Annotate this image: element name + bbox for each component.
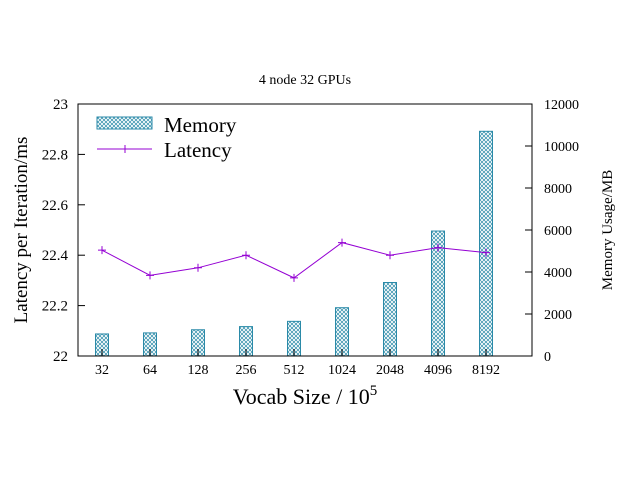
left-tick-label: 23 [53, 97, 68, 113]
latency-line-layer [98, 238, 490, 282]
plot-frame [77, 103, 533, 357]
x-tick-label: 2048 [376, 363, 404, 378]
memory-bar [479, 130, 493, 357]
left-tick-label: 22.4 [42, 248, 69, 264]
latency-line [101, 242, 487, 279]
latency-point [386, 251, 394, 260]
right-tick-label: 12000 [544, 98, 579, 113]
latency-point [146, 271, 154, 280]
x-tick-label: 8192 [472, 363, 500, 378]
y-axis-left-label: Latency per Iteration/ms [11, 137, 32, 324]
x-axis-label: Vocab Size / 105 [233, 383, 378, 409]
x-axis-label-base: Vocab Size / 10 [233, 384, 370, 409]
latency-point [338, 238, 346, 247]
y-axis-right-label: Memory Usage/MB [600, 170, 616, 290]
memory-bar [335, 307, 349, 357]
right-tick-label: 10000 [544, 140, 579, 155]
latency-point [194, 263, 202, 272]
right-tick-label: 6000 [544, 224, 572, 239]
x-tick-label: 512 [284, 363, 305, 378]
x-axis: 32 64 128 256 512 1024 2048 4096 8192 [95, 349, 500, 378]
x-tick-label: 128 [188, 363, 209, 378]
left-tick-label: 22 [53, 349, 68, 365]
right-axis: 0 2000 4000 6000 8000 10000 12000 [525, 98, 579, 365]
latency-point [434, 243, 442, 252]
memory-bars [95, 130, 493, 357]
latency-point [290, 273, 298, 282]
chart-title: 4 node 32 GPUs [259, 73, 351, 88]
legend-latency-label: Latency [164, 138, 232, 162]
x-tick-label: 1024 [328, 363, 356, 378]
latency-point [242, 251, 250, 260]
left-tick-label: 22.2 [42, 299, 68, 315]
left-axis: 22 22.2 22.4 22.6 22.8 23 [42, 97, 85, 365]
left-tick-label: 22.6 [42, 198, 69, 214]
legend-memory-label: Memory [164, 113, 237, 137]
latency-point [482, 248, 490, 257]
legend: Memory Latency [96, 113, 237, 162]
x-tick-label: 32 [95, 363, 109, 378]
right-tick-label: 4000 [544, 266, 572, 281]
legend-latency-marker [121, 145, 129, 153]
right-tick-label: 8000 [544, 182, 572, 197]
memory-bar [383, 282, 397, 357]
right-tick-label: 2000 [544, 308, 572, 323]
left-tick-label: 22.8 [42, 147, 68, 163]
x-axis-label-exponent: 5 [370, 383, 378, 399]
x-tick-label: 4096 [424, 363, 452, 378]
x-tick-label: 64 [143, 363, 157, 378]
latency-point [98, 246, 106, 255]
x-tick-label: 256 [236, 363, 257, 378]
legend-memory-swatch [96, 116, 153, 130]
right-tick-label: 0 [544, 350, 551, 365]
